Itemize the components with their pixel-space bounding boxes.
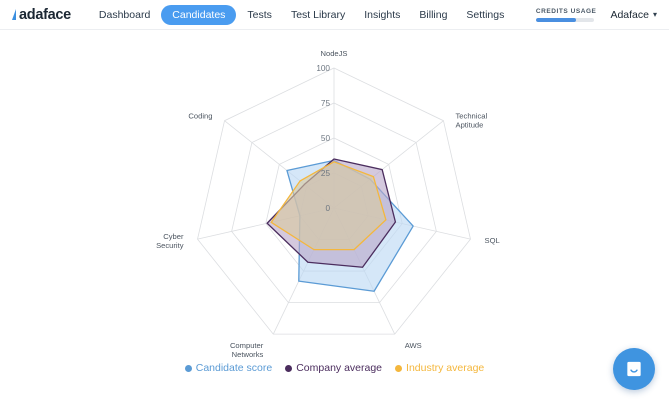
legend-item-industry-average[interactable]: Industry average [395,362,484,374]
nav-item-test-library[interactable]: Test Library [290,8,346,21]
radar-tick-label: 0 [325,204,330,213]
credits-usage-label: CREDITS USAGE [535,7,597,15]
radar-axis-label: Technical Aptitude [456,112,488,130]
legend-color-dot [184,364,192,372]
account-name: Adaface [610,8,649,21]
legend-item-candidate-score[interactable]: Candidate score [184,362,273,374]
adaface-logo-icon [12,9,16,20]
credits-usage[interactable]: CREDITS USAGE [535,7,597,22]
radar-axis-label: Coding [188,112,212,121]
legend-label: Candidate score [195,362,273,374]
radar-axis-label: Computer Networks [230,341,264,359]
brand-name: adaface [19,6,71,23]
radar-axis-label: SQL [485,236,500,245]
legend-color-dot [395,364,403,372]
legend-label: Industry average [406,362,485,374]
nav-item-candidates[interactable]: Candidates [161,4,237,25]
chevron-down-icon: ▾ [652,9,657,19]
radar-axis-labels: NodeJS Technical Aptitude SQL AWS Computer Net… [156,49,500,359]
radar-chart: 0 25 50 75 100 NodeJS Technical Aptitude SQL AWS… [156,49,500,359]
nav-item-tests[interactable]: Tests [247,8,272,21]
nav-item-settings[interactable]: Settings [466,8,505,21]
radar-chart-container: 0 25 50 75 100 NodeJS Technical Aptitude SQL AWS… [0,30,669,402]
grid-ring [231,102,437,304]
nav-item-billing[interactable]: Billing [419,8,448,21]
radar-tick-label: 100 [316,64,330,73]
radar-series [266,158,414,292]
radar-axis-label: AWS [405,341,422,350]
nav-item-dashboard[interactable]: Dashboard [98,8,151,21]
credits-usage-fill [535,17,577,22]
chat-launcher-button[interactable] [613,348,655,390]
top-navbar: adaface Dashboard Candidates Tests Test … [0,0,669,30]
account-menu[interactable]: Adaface ▾ [610,9,657,21]
chat-bubble-icon [627,361,641,377]
radar-axis-label: NodeJS [320,49,347,58]
legend-label: Company average [296,362,383,374]
radar-tick-label: 50 [321,134,331,143]
grid-ring [197,67,471,335]
nav-item-insights[interactable]: Insights [364,8,401,21]
legend-item-company-average[interactable]: Company average [285,362,382,374]
nav-links: Dashboard Candidates Tests Test Library … [91,4,512,25]
chart-legend: Candidate score Company average Industry… [0,362,669,374]
legend-color-dot [285,364,293,372]
credits-usage-bar [535,17,594,22]
radar-tick-label: 75 [321,99,331,108]
radar-tick-label: 25 [321,169,331,178]
radar-axis-label: Cyber Security [156,232,184,250]
radar-tick-labels: 0 25 50 75 100 [316,64,330,213]
nav-right: CREDITS USAGE Adaface ▾ [535,7,657,22]
radar-series-polygon [270,161,387,251]
brand-logo[interactable]: adaface [12,7,71,23]
